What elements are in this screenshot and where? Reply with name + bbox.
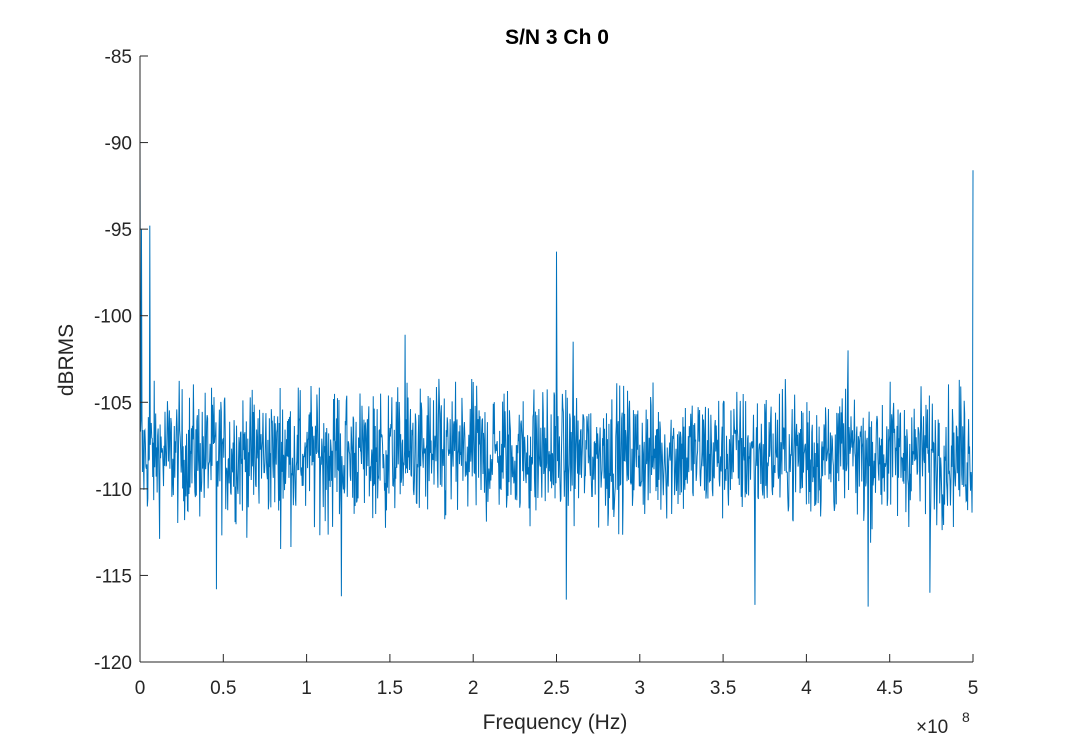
x-tick-label: 1 (301, 678, 312, 699)
y-tick-label: -100 (94, 307, 132, 328)
y-tick-label: -105 (94, 393, 132, 414)
x-tick-label: 2 (468, 678, 479, 699)
x-tick-label: 5 (968, 678, 979, 699)
chart-title: S/N 3 Ch 0 (505, 26, 609, 49)
x-tick-label: 4 (801, 678, 812, 699)
y-axis-label: dBRMS (55, 324, 78, 396)
x-tick-label: 2.5 (543, 678, 569, 699)
spectrum-series-line (139, 133, 974, 607)
y-tick-label: -120 (94, 653, 132, 674)
x-axis-exponent-power: 8 (962, 709, 970, 725)
y-tick-label: -110 (95, 480, 132, 501)
y-tick-label: -115 (95, 566, 132, 587)
x-tick-label: 3.5 (710, 678, 736, 699)
plot-area (139, 133, 974, 607)
y-tick-label: -90 (105, 134, 132, 155)
x-tick-label: 4.5 (876, 678, 902, 699)
y-axis-ticks: -120 -115 -110 -105 -100 -95 -90 -85 (94, 47, 148, 674)
x-tick-label: 1.5 (377, 678, 403, 699)
y-tick-label: -85 (105, 47, 132, 68)
x-axis-label: Frequency (Hz) (483, 711, 628, 734)
x-axis-exponent-base: ×10 (916, 717, 948, 738)
x-axis-ticks: 0 0.5 1 1.5 2 2.5 3 3.5 4 4.5 5 (135, 654, 979, 699)
x-tick-label: 0.5 (210, 678, 236, 699)
x-tick-label: 0 (135, 678, 146, 699)
y-tick-label: -95 (105, 220, 132, 241)
x-tick-label: 3 (635, 678, 646, 699)
